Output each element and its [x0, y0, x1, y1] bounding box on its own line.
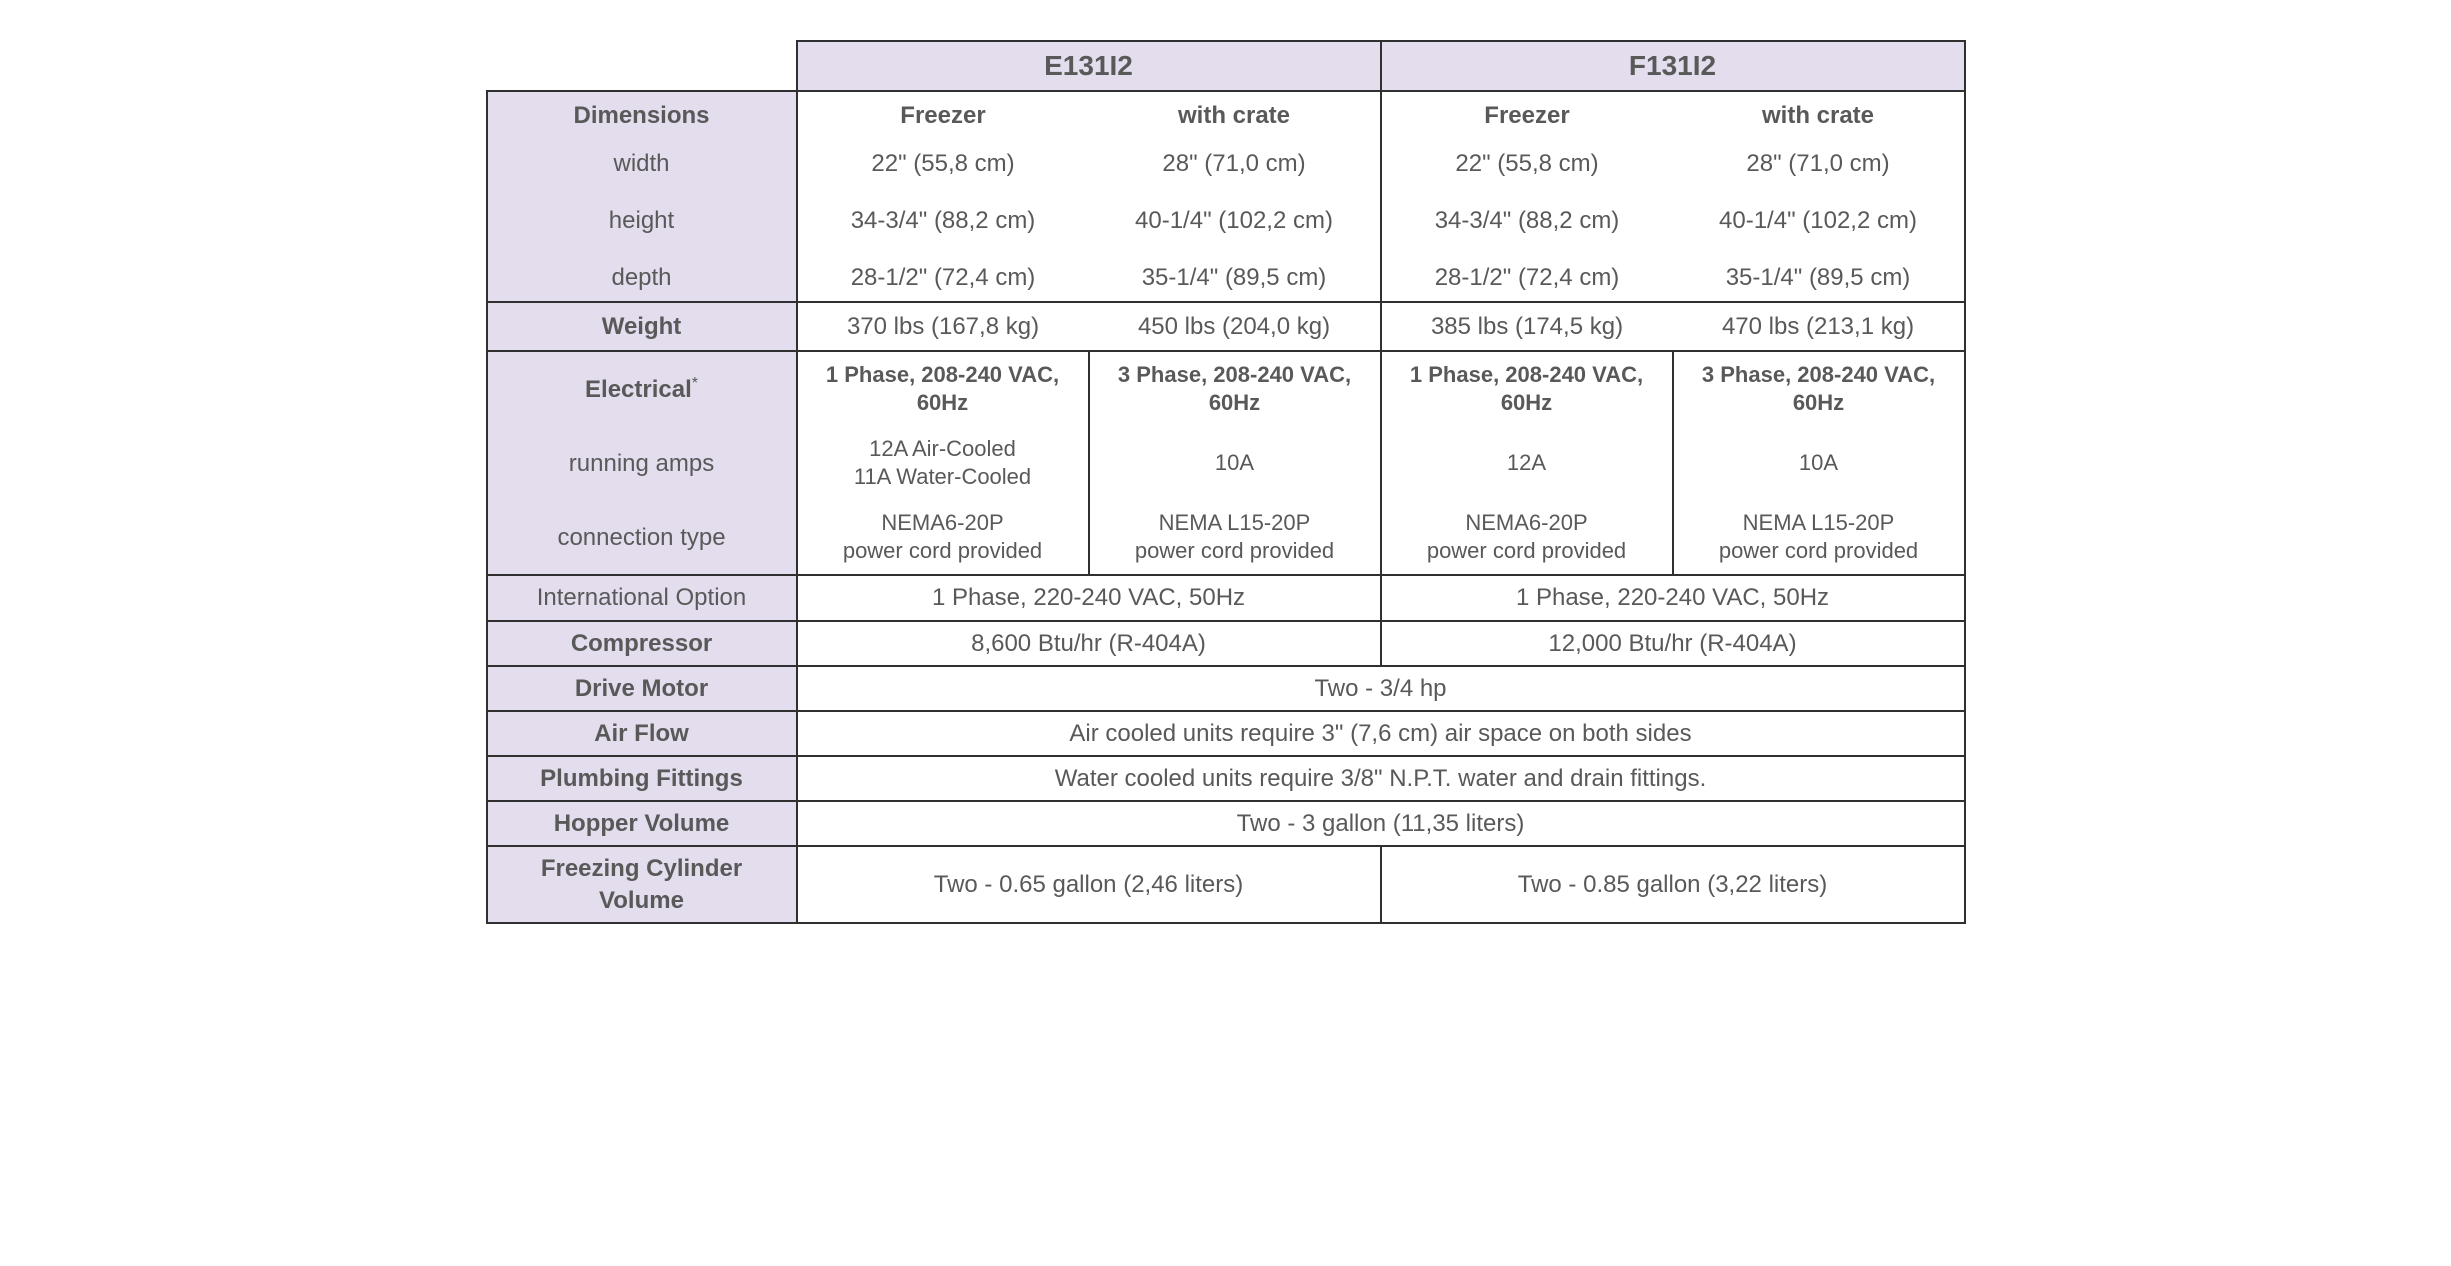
model-a-header: E131I2 [797, 41, 1381, 91]
weight-label: Weight [487, 302, 797, 351]
elec-b-p3-amps: 10A [1673, 426, 1964, 500]
electrical-asterisk: * [692, 375, 698, 392]
dim-height-label: height [488, 187, 796, 244]
elec-a-p1-amps: 12A Air-Cooled 11A Water-Cooled [798, 426, 1089, 500]
elec-b-p3-conn: NEMA L15-20P power cord provided [1673, 500, 1964, 574]
dim-b-crate-head: with crate [1673, 92, 1964, 139]
compressor-b: 12,000 Btu/hr (R-404A) [1381, 621, 1965, 666]
elec-b-p1-amps: 12A [1382, 426, 1673, 500]
dim-b-crate-height: 40-1/4" (102,2 cm) [1673, 187, 1964, 244]
elec-a-p3-conn-l1: NEMA L15-20P [1159, 510, 1311, 535]
freezecyl-a: Two - 0.65 gallon (2,46 liters) [797, 846, 1381, 922]
freezecyl-label: Freezing Cylinder Volume [487, 846, 797, 922]
elec-b-p3-head: 3 Phase, 208-240 VAC, 60Hz [1673, 352, 1964, 426]
weight-b-freezer: 385 lbs (174,5 kg) [1382, 303, 1673, 350]
elec-b-p3-amps-l1: 10A [1799, 450, 1838, 475]
weight-b-crate: 470 lbs (213,1 kg) [1673, 303, 1964, 350]
hopper-value: Two - 3 gallon (11,35 liters) [797, 801, 1965, 846]
elec-b-p1-conn-l2: power cord provided [1427, 538, 1626, 563]
dim-a-crate-head: with crate [1089, 92, 1380, 139]
elec-b-p1-conn: NEMA6-20P power cord provided [1382, 500, 1673, 574]
dim-b-freezer-head: Freezer [1382, 92, 1673, 139]
row-compressor: Compressor 8,600 Btu/hr (R-404A) 12,000 … [487, 621, 1965, 666]
elec-b-p3-conn-l2: power cord provided [1719, 538, 1918, 563]
weight-a-freezer: 370 lbs (167,8 kg) [798, 303, 1089, 350]
elec-amps-label: running amps [488, 426, 796, 500]
freezecyl-label-l2: Volume [599, 887, 684, 914]
elec-a-p1-amps-l2: 11A Water-Cooled [854, 464, 1031, 489]
elec-conn-label: connection type [488, 500, 796, 574]
electrical-label-text: Electrical [585, 376, 692, 403]
elec-a-p3-conn-l2: power cord provided [1135, 538, 1334, 563]
elec-a-cell: 1 Phase, 208-240 VAC, 60Hz 3 Phase, 208-… [797, 351, 1381, 575]
intl-a: 1 Phase, 220-240 VAC, 50Hz [797, 575, 1381, 620]
dim-a-freezer-height: 34-3/4" (88,2 cm) [798, 187, 1089, 244]
airflow-label: Air Flow [487, 711, 797, 756]
freezecyl-label-l1: Freezing Cylinder [541, 855, 742, 882]
model-b-header: F131I2 [1381, 41, 1965, 91]
elec-a-p1-head: 1 Phase, 208-240 VAC, 60Hz [798, 352, 1089, 426]
row-plumbing: Plumbing Fittings Water cooled units req… [487, 756, 1965, 801]
elec-b-p1-amps-l1: 12A [1507, 450, 1546, 475]
dim-b-crate-width: 28" (71,0 cm) [1673, 140, 1964, 187]
elec-a-p3-amps: 10A [1089, 426, 1380, 500]
dim-a-freezer-head: Freezer [798, 92, 1089, 139]
dimensions-section-label: Dimensions [488, 92, 796, 139]
elec-a-p3-amps-l1: 10A [1215, 450, 1254, 475]
dim-a-cell: Freezer with crate 22" (55,8 cm) 28" (71… [797, 91, 1381, 302]
electrical-label-cell: Electrical* running amps connection type [487, 351, 797, 575]
row-weight: Weight 370 lbs (167,8 kg) 450 lbs (204,0… [487, 302, 1965, 351]
elec-a-p1-conn-l1: NEMA6-20P [881, 510, 1003, 535]
weight-a-cell: 370 lbs (167,8 kg) 450 lbs (204,0 kg) [797, 302, 1381, 351]
weight-a-crate: 450 lbs (204,0 kg) [1089, 303, 1380, 350]
compressor-a: 8,600 Btu/hr (R-404A) [797, 621, 1381, 666]
elec-b-cell: 1 Phase, 208-240 VAC, 60Hz 3 Phase, 208-… [1381, 351, 1965, 575]
intl-label: International Option [487, 575, 797, 620]
row-dimensions: Dimensions width height depth Freezer wi… [487, 91, 1965, 302]
dim-a-crate-depth: 35-1/4" (89,5 cm) [1089, 244, 1380, 301]
dim-a-freezer-width: 22" (55,8 cm) [798, 140, 1089, 187]
dim-width-label: width [488, 140, 796, 187]
dim-a-freezer-depth: 28-1/2" (72,4 cm) [798, 244, 1089, 301]
dim-a-crate-width: 28" (71,0 cm) [1089, 140, 1380, 187]
elec-b-p1-conn-l1: NEMA6-20P [1465, 510, 1587, 535]
drive-label: Drive Motor [487, 666, 797, 711]
elec-b-p3-conn-l1: NEMA L15-20P [1743, 510, 1895, 535]
drive-value: Two - 3/4 hp [797, 666, 1965, 711]
compressor-label: Compressor [487, 621, 797, 666]
dim-b-crate-depth: 35-1/4" (89,5 cm) [1673, 244, 1964, 301]
row-intl: International Option 1 Phase, 220-240 VA… [487, 575, 1965, 620]
dim-b-cell: Freezer with crate 22" (55,8 cm) 28" (71… [1381, 91, 1965, 302]
row-drive: Drive Motor Two - 3/4 hp [487, 666, 1965, 711]
plumbing-label: Plumbing Fittings [487, 756, 797, 801]
corner-cell [487, 41, 797, 91]
row-model-header: E131I2 F131I2 [487, 41, 1965, 91]
dim-b-freezer-height: 34-3/4" (88,2 cm) [1382, 187, 1673, 244]
spec-table: E131I2 F131I2 Dimensions width height de… [486, 40, 1966, 924]
elec-a-p3-head: 3 Phase, 208-240 VAC, 60Hz [1089, 352, 1380, 426]
row-airflow: Air Flow Air cooled units require 3" (7,… [487, 711, 1965, 756]
elec-a-p3-conn: NEMA L15-20P power cord provided [1089, 500, 1380, 574]
row-electrical: Electrical* running amps connection type… [487, 351, 1965, 575]
elec-a-p1-amps-l1: 12A Air-Cooled [869, 436, 1016, 461]
dim-a-crate-height: 40-1/4" (102,2 cm) [1089, 187, 1380, 244]
elec-b-p1-head: 1 Phase, 208-240 VAC, 60Hz [1382, 352, 1673, 426]
freezecyl-b: Two - 0.85 gallon (3,22 liters) [1381, 846, 1965, 922]
weight-b-cell: 385 lbs (174,5 kg) 470 lbs (213,1 kg) [1381, 302, 1965, 351]
dimensions-label-cell: Dimensions width height depth [487, 91, 797, 302]
dim-b-freezer-width: 22" (55,8 cm) [1382, 140, 1673, 187]
row-hopper: Hopper Volume Two - 3 gallon (11,35 lite… [487, 801, 1965, 846]
electrical-section-label: Electrical* [488, 352, 796, 426]
elec-a-p1-conn: NEMA6-20P power cord provided [798, 500, 1089, 574]
plumbing-value: Water cooled units require 3/8" N.P.T. w… [797, 756, 1965, 801]
hopper-label: Hopper Volume [487, 801, 797, 846]
dim-b-freezer-depth: 28-1/2" (72,4 cm) [1382, 244, 1673, 301]
intl-b: 1 Phase, 220-240 VAC, 50Hz [1381, 575, 1965, 620]
row-freezecyl: Freezing Cylinder Volume Two - 0.65 gall… [487, 846, 1965, 922]
elec-a-p1-conn-l2: power cord provided [843, 538, 1042, 563]
airflow-value: Air cooled units require 3" (7,6 cm) air… [797, 711, 1965, 756]
dim-depth-label: depth [488, 244, 796, 301]
